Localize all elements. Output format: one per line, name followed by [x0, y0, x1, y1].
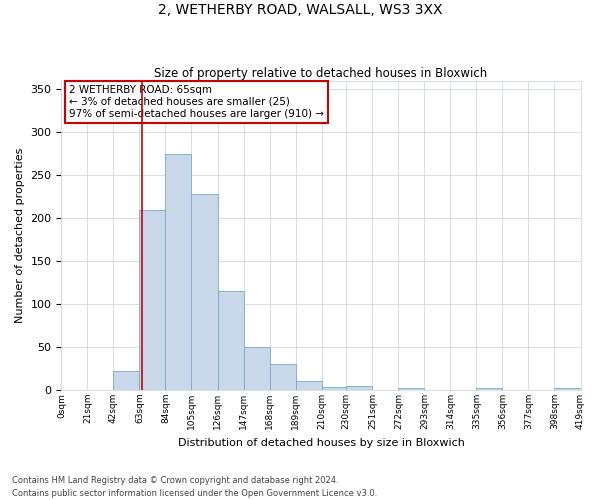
Bar: [476, 388, 502, 390]
Y-axis label: Number of detached properties: Number of detached properties: [15, 148, 25, 323]
Bar: [191, 194, 218, 390]
Bar: [346, 386, 373, 390]
Text: Contains HM Land Registry data © Crown copyright and database right 2024.
Contai: Contains HM Land Registry data © Crown c…: [12, 476, 377, 498]
X-axis label: Distribution of detached houses by size in Bloxwich: Distribution of detached houses by size …: [178, 438, 464, 448]
Bar: [554, 388, 581, 390]
Text: 2, WETHERBY ROAD, WALSALL, WS3 3XX: 2, WETHERBY ROAD, WALSALL, WS3 3XX: [158, 2, 442, 16]
Bar: [113, 371, 139, 390]
Bar: [244, 347, 269, 390]
Bar: [322, 388, 346, 390]
Bar: [218, 291, 244, 390]
Text: 2 WETHERBY ROAD: 65sqm
← 3% of detached houses are smaller (25)
97% of semi-deta: 2 WETHERBY ROAD: 65sqm ← 3% of detached …: [69, 86, 324, 118]
Bar: [398, 388, 424, 390]
Bar: [166, 154, 191, 390]
Title: Size of property relative to detached houses in Bloxwich: Size of property relative to detached ho…: [154, 66, 488, 80]
Bar: [296, 382, 322, 390]
Bar: [139, 210, 166, 390]
Bar: [269, 364, 296, 390]
